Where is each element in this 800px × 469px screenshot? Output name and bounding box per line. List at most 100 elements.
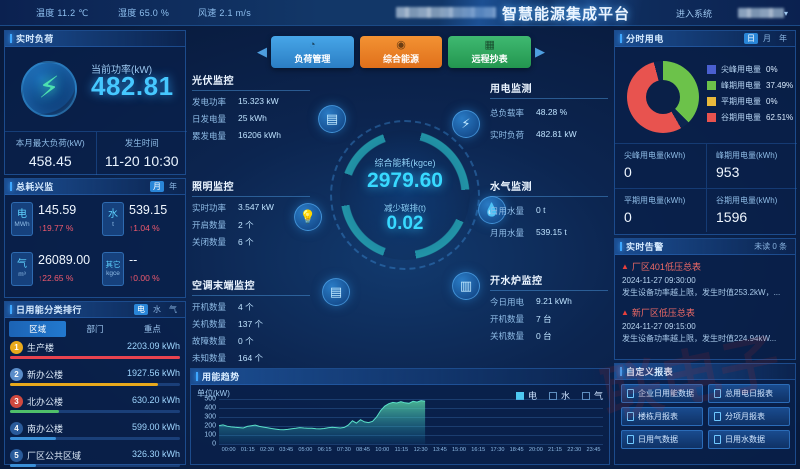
current-power-label: 当前功率(kW) xyxy=(91,65,153,76)
ranking-row[interactable]: 2 新办公楼 1927.56 kWh xyxy=(10,367,180,391)
realtime-alarm-panel: 实时告警 未读 0 条 ▲ 厂区401低压总表 2024-11-27 09:30:0… xyxy=(614,238,796,360)
tou-legend-item[interactable]: 平期用电量 0% xyxy=(707,93,793,109)
alarm-item[interactable]: ▲ 新厂区低压总表 2024-11-27 09:15:00 发生设备功率越上限，发生时… xyxy=(621,306,789,347)
boiler-icon[interactable]: ▥ xyxy=(452,272,480,300)
arrow-up-icon: ↑ xyxy=(38,272,43,283)
summary-toggle-year[interactable]: 年 xyxy=(169,182,177,191)
rank-fill xyxy=(10,383,158,386)
ranking-list: 1 生产楼 2203.09 kWh 2 新办公楼 1927.56 kWh 3 北办公楼 630.… xyxy=(5,340,185,469)
chevron-down-icon[interactable]: ▾ xyxy=(783,9,788,18)
current-power-value: 482.81 xyxy=(91,71,174,101)
rank-name: 北办公楼 xyxy=(27,397,64,407)
summary-name: 水 xyxy=(108,208,118,220)
lightning-bolt-icon: ⚡ xyxy=(21,61,77,117)
row-label: 今日用电 xyxy=(490,297,525,307)
reports-title: 自定义报表 xyxy=(626,367,674,377)
alarm-item[interactable]: ▲ 厂区401低压总表 2024-11-27 09:30:00 发生设备功率越上限，发… xyxy=(621,260,789,301)
ranking-row[interactable]: 1 生产楼 2203.09 kWh xyxy=(10,340,180,364)
rank-track xyxy=(10,464,180,467)
x-tick-label: 21:15 xyxy=(548,447,563,453)
watergas-row: 月用水量 539.15 t xyxy=(490,227,608,239)
row-label: 实时负荷 xyxy=(490,130,525,140)
tou-toggle-day[interactable]: 日 xyxy=(744,33,758,44)
ranking-toggle-electricity[interactable]: 电 xyxy=(134,304,148,315)
panel-header: 实时负荷 xyxy=(5,31,185,47)
report-button[interactable]: 企业日用能数据 xyxy=(621,384,703,403)
tab-area[interactable]: 区域 xyxy=(9,321,67,337)
alarm-device: 新厂区低压总表 xyxy=(631,308,695,318)
panel-header: 实时告警 未读 0 条 xyxy=(615,239,795,255)
rank-track xyxy=(10,437,180,440)
occurrence-time-cell: 发生时间 11-20 10:30 xyxy=(95,132,188,175)
tou-legend-item[interactable]: 峰期用电量 37.49% xyxy=(707,77,793,93)
boiler-row: 关机数量 0 台 xyxy=(490,330,608,342)
legend-item-electricity[interactable]: 电 xyxy=(515,389,537,402)
nav-button-integrated-energy[interactable]: ◉ 综合能源 xyxy=(359,36,443,68)
tab-key[interactable]: 重点 xyxy=(143,324,161,334)
report-button[interactable]: 分项月报表 xyxy=(708,407,790,426)
row-value: 16206 kWh xyxy=(238,130,281,140)
time-of-use-panel: 分时用电 日 月 年 尖峰用电量 0% 峰期用电量 37.49% 平期用电量 0% 谷期用电… xyxy=(614,30,797,235)
document-icon xyxy=(627,412,634,421)
alarm-title: 实时告警 xyxy=(626,242,664,252)
report-button-label: 日用水数据 xyxy=(725,435,765,444)
rank-name: 新办公楼 xyxy=(27,370,64,380)
electricity-bolt-icon[interactable]: ⚡ xyxy=(452,110,480,138)
legend-label: 水 xyxy=(560,391,570,401)
air-conditioner-icon[interactable]: ▤ xyxy=(322,278,350,306)
ranking-toggle-gas[interactable]: 气 xyxy=(169,305,177,314)
ranking-row[interactable]: 4 南办公楼 599.00 kWh xyxy=(10,421,180,445)
nav-button-load-management[interactable]: ◔ 负荷管理 xyxy=(271,36,354,68)
occurrence-time-label: 发生时间 xyxy=(124,138,159,148)
legend-item-water[interactable]: 水 xyxy=(548,389,570,402)
ranking-row[interactable]: 3 北办公楼 630.20 kWh xyxy=(10,394,180,418)
tou-legend-item[interactable]: 谷期用电量 62.51% xyxy=(707,109,793,125)
document-icon xyxy=(627,389,634,398)
summary-cell-gas: 气 m³ 26089.00 ↑22.65 % xyxy=(5,247,96,297)
watergas-title: 水气监测 xyxy=(490,178,608,197)
rank-name: 厂区公共区域 xyxy=(27,451,82,461)
water-icon: 水 t xyxy=(102,202,124,236)
accent-bar-icon xyxy=(620,367,622,376)
report-button[interactable]: 日用气数据 xyxy=(621,430,703,449)
row-label: 日用水量 xyxy=(490,206,525,216)
tou-legend-item[interactable]: 尖峰用电量 0% xyxy=(707,61,793,77)
tab-department[interactable]: 部门 xyxy=(86,324,104,334)
light-bulb-icon[interactable]: 💡 xyxy=(294,203,322,231)
nav-next-arrow-icon[interactable]: ▶ xyxy=(535,44,546,59)
row-value: 9.21 kWh xyxy=(536,296,572,306)
enter-system-link[interactable]: 进入系统 xyxy=(675,9,712,19)
report-button[interactable]: 总用电日报表 xyxy=(708,384,790,403)
tou-toggle-year[interactable]: 年 xyxy=(779,34,787,43)
row-label: 未知数量 xyxy=(192,353,227,363)
rank-track xyxy=(10,356,180,359)
legend-swatch xyxy=(548,391,557,400)
row-value: 48.28 % xyxy=(536,107,568,117)
ranking-row[interactable]: 5 厂区公共区域 326.30 kWh xyxy=(10,448,180,469)
solar-panel-icon[interactable]: ▤ xyxy=(318,105,346,133)
x-tick-label: 12:30 xyxy=(413,447,428,453)
row-value: 0 个 xyxy=(238,336,254,346)
summary-value: 539.15 xyxy=(129,203,168,217)
pv-title: 光伏监控 xyxy=(192,72,310,91)
kpi-label: 尖峰用电量(kWh) xyxy=(624,151,686,160)
pv-monitoring-section: 光伏监控 发电功率 15.323 kW 日发电量 25 kWh 累发电量 16206 … xyxy=(192,72,310,142)
summary-toggle-month[interactable]: 月 xyxy=(150,181,164,192)
row-label: 日发电量 xyxy=(192,114,227,124)
summary-name: 电 xyxy=(17,208,27,220)
nav-button-remote-meter[interactable]: ▦ 远程抄表 xyxy=(448,36,532,68)
row-label: 总负载率 xyxy=(490,108,525,118)
water-gas-monitoring-section: 水气监测 日用水量 0 t 月用水量 539.15 t xyxy=(490,178,608,239)
ranking-toggle-water[interactable]: 水 xyxy=(153,305,161,314)
water-drop-icon[interactable]: 💧 xyxy=(478,196,506,224)
x-tick-label: 23:45 xyxy=(586,447,601,453)
summary-cell-electricity: 电 MWh 145.59 ↑19.77 % xyxy=(5,197,96,247)
legend-swatch xyxy=(707,64,716,74)
nav-prev-arrow-icon[interactable]: ◀ xyxy=(257,44,267,59)
x-tick-label: 17:30 xyxy=(490,447,505,453)
tou-toggle-month[interactable]: 月 xyxy=(763,34,771,43)
report-button[interactable]: 楼栋月报表 xyxy=(621,407,703,426)
alarm-time: 2024-11-27 09:15:00 xyxy=(622,322,696,331)
report-button[interactable]: 日用水数据 xyxy=(708,430,790,449)
legend-item-gas[interactable]: 气 xyxy=(581,389,603,402)
